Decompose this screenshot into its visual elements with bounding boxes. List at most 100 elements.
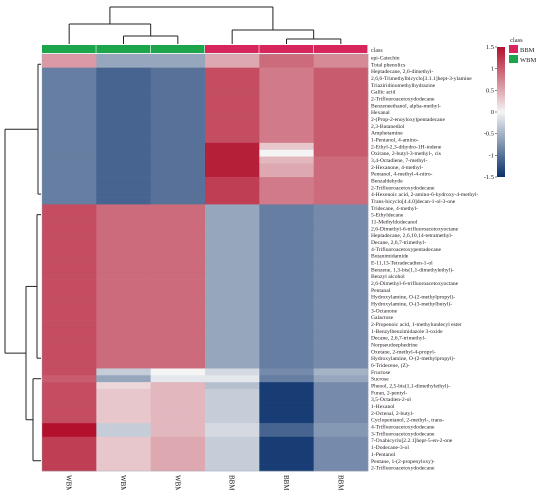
row-label: Hydroxylamine, O-(2-methylpropyl)- xyxy=(371,294,455,301)
row-label: Benzene, 1,3-bis(1,1-dimethylethyl)- xyxy=(371,266,454,273)
heatmap-cell xyxy=(205,272,260,280)
heatmap-cell xyxy=(150,327,206,335)
heatmap-cell xyxy=(42,211,97,219)
heatmap-cell xyxy=(259,327,314,335)
row-label: Fructose xyxy=(371,370,391,376)
heatmap-cell xyxy=(313,224,369,233)
heatmap-cell xyxy=(259,60,314,68)
row-dendrogram xyxy=(4,63,41,462)
heatmap-cell xyxy=(42,361,97,369)
heatmap-cell xyxy=(96,54,151,62)
heatmap-cell xyxy=(313,300,369,308)
heatmap-cell xyxy=(150,388,206,397)
row-label: 4-Trifluoroacetoxydodecane xyxy=(371,424,435,431)
heatmap-cell xyxy=(259,361,314,369)
heatmap-cell xyxy=(205,170,260,178)
heatmap-cell xyxy=(313,382,369,390)
heatmap-cell xyxy=(150,436,206,444)
column-label: BBM-3 xyxy=(228,475,236,490)
row-label: epi-Catechin xyxy=(371,55,400,61)
heatmap-cell xyxy=(313,115,369,123)
heatmap-cell xyxy=(42,231,97,239)
heatmap-cell xyxy=(150,60,206,68)
heatmap-cell xyxy=(205,101,260,109)
row-label: 11-Methyldodecanol xyxy=(371,219,418,225)
heatmap-cell xyxy=(313,183,369,192)
heatmap-cell xyxy=(313,231,369,239)
heatmap-cell xyxy=(150,402,206,410)
heatmap-cell xyxy=(259,129,314,137)
heatmap-cell xyxy=(42,95,97,103)
heatmap-cell xyxy=(259,457,314,465)
heatmap-cell xyxy=(259,382,314,390)
heatmap-cell xyxy=(96,272,151,280)
heatmap-cell xyxy=(42,423,97,431)
heatmap-cell xyxy=(313,320,369,328)
heatmap-cell xyxy=(313,375,369,383)
heatmap-cell xyxy=(42,190,97,198)
heatmap-cell xyxy=(96,450,151,458)
row-label: 5-Ethyldecane xyxy=(371,213,404,219)
heatmap-cell xyxy=(205,341,260,349)
heatmap-cell xyxy=(205,149,260,157)
heatmap-cell xyxy=(96,231,151,239)
heatmap-cell xyxy=(205,443,260,451)
heatmap-cell xyxy=(150,464,206,472)
heatmap-cell xyxy=(96,163,151,171)
heatmap-cell xyxy=(205,313,260,321)
heatmap-cell xyxy=(313,245,369,253)
heatmap-cell xyxy=(96,300,151,308)
heatmap-cell xyxy=(259,272,314,280)
heatmap-cell xyxy=(96,238,151,246)
heatmap-cell xyxy=(42,402,97,410)
class-bar-cell xyxy=(205,45,259,53)
heatmap-cell xyxy=(259,443,314,451)
heatmap-cell xyxy=(313,95,369,103)
heatmap-cell xyxy=(150,177,206,185)
heatmap-cell xyxy=(313,122,369,130)
row-label: 2,6,6-Trimethylbicyclo[3.1.1]hept-3-ylam… xyxy=(371,76,472,82)
heatmap-cell xyxy=(259,156,314,164)
heatmap-cell xyxy=(150,218,206,226)
row-label: Trans-bicyclo[4.4.0]decan-1-ol-3-one xyxy=(371,199,456,205)
row-label: Butanimidamide xyxy=(371,254,409,260)
heatmap-cell xyxy=(205,67,260,75)
heatmap-cell xyxy=(96,245,151,253)
heatmap-cell xyxy=(96,197,151,205)
heatmap-cell xyxy=(150,368,206,376)
heatmap-cell xyxy=(313,409,369,417)
heatmap-cell xyxy=(259,67,314,75)
heatmap-cell xyxy=(150,272,206,280)
heatmap-cell xyxy=(42,347,97,356)
heatmap-cell xyxy=(259,395,314,403)
heatmap-cell xyxy=(96,108,151,116)
heatmap-cell xyxy=(150,197,206,205)
heatmap-cell xyxy=(259,354,314,362)
heatmap-cell xyxy=(259,306,314,315)
heatmap-cell xyxy=(42,67,97,75)
heatmap-cell xyxy=(96,368,151,376)
heatmap-cell xyxy=(42,81,97,89)
row-label: E-11,13-Tetradecadien-1-ol xyxy=(371,261,433,267)
class-bar: class xyxy=(42,45,383,54)
heatmap-cell xyxy=(96,149,151,157)
heatmap-cell xyxy=(205,320,260,328)
heatmap-cell xyxy=(96,218,151,226)
heatmap-cell xyxy=(96,286,151,294)
heatmap-cell xyxy=(205,129,260,137)
heatmap-cell xyxy=(150,183,206,192)
heatmap-cell xyxy=(313,402,369,410)
heatmap-cell xyxy=(313,347,369,356)
row-label: Furan, 2-pentyl- xyxy=(371,390,407,396)
row-label: Hydroxylamine, O-(2-methylpropyl)- xyxy=(371,355,455,362)
heatmap-cell xyxy=(42,129,97,137)
heatmap-cell xyxy=(42,382,97,390)
heatmap-cell xyxy=(150,429,206,438)
heatmap-cell xyxy=(96,81,151,89)
heatmap-cell xyxy=(313,443,369,451)
heatmap-cell xyxy=(313,361,369,369)
column-label: BBM-2 xyxy=(336,475,344,490)
heatmap-cell xyxy=(205,183,260,192)
row-label: 2-(Prop-2-enoyloxy)pentadecane xyxy=(371,116,445,123)
